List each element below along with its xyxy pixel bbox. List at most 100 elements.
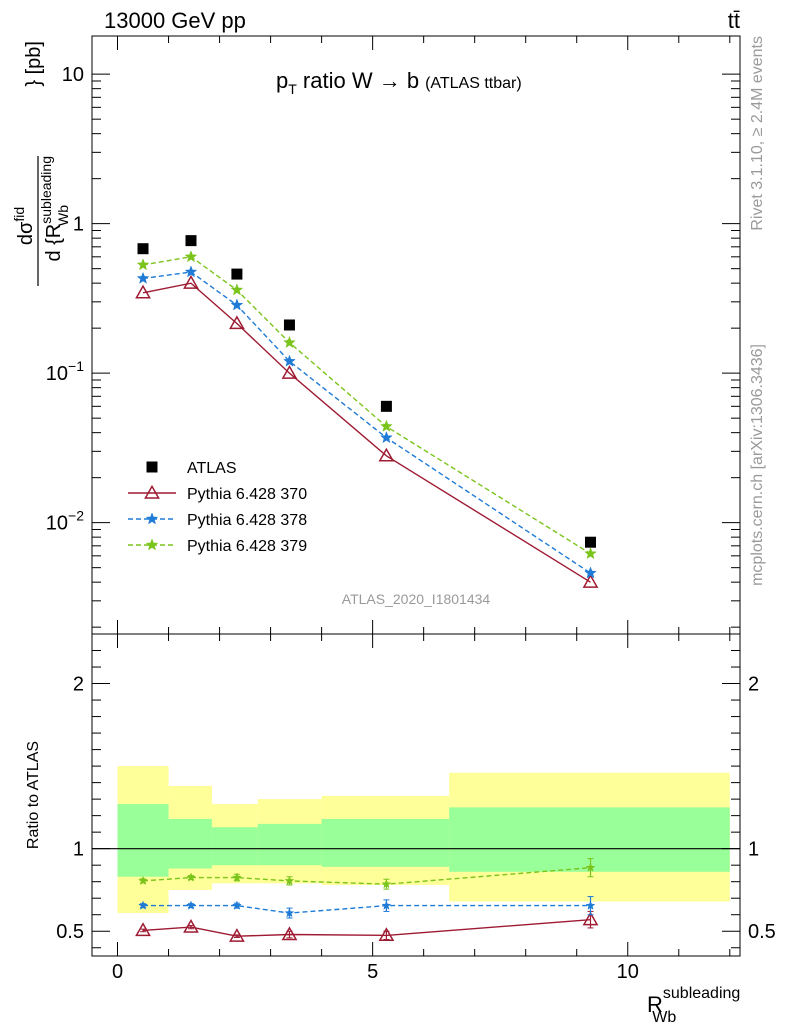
main-point — [230, 283, 244, 296]
ratio-series-1 — [138, 896, 596, 919]
ratio-point — [186, 900, 196, 910]
ratio-point — [281, 926, 298, 941]
ratio-point — [585, 900, 596, 910]
legend-marker — [145, 538, 159, 551]
analysis-id: ATLAS_2020_I1801434 — [342, 591, 491, 607]
ratio-y-tick-label: 2 — [73, 674, 84, 696]
ratio-series-0 — [135, 910, 599, 942]
main-point — [229, 315, 245, 330]
main-y-tick-label: 10 — [62, 64, 84, 86]
plot-title: pT ratio W → b (ATLAS ttbar) — [276, 68, 522, 97]
ratio-xlabel: Rsubleading Wb — [647, 985, 740, 1024]
ratio-point — [138, 900, 148, 910]
ratio-point — [381, 878, 392, 889]
ratio-panel: 0.5 0.5 1 1 2 2 0 5 10 Ratio to ATLAS Rsubleadin… — [25, 633, 776, 1024]
legend-label: Pythia 6.428 378 — [187, 512, 307, 529]
legend-marker — [144, 484, 160, 499]
ylabel-num-sup: fid — [11, 207, 27, 222]
ratio-series-line — [142, 919, 591, 937]
main-point — [283, 354, 296, 367]
main-point — [135, 284, 151, 299]
legend-marker — [146, 461, 158, 473]
ratio-y-tick-label: 1 — [73, 839, 84, 861]
main-point — [584, 546, 597, 560]
main-series-line — [142, 271, 591, 574]
energy-label: 13000 GeV pp — [104, 8, 246, 33]
ratio-point — [284, 875, 295, 886]
ylabel-den: d {R — [43, 224, 65, 262]
side-source-label: mcplots.cern.ch [arXiv:1306.3436] — [749, 344, 766, 586]
ratio-point — [378, 927, 395, 942]
process-label: tt̄ — [728, 8, 740, 33]
legend-label: Pythia 6.428 370 — [187, 486, 307, 503]
xlabel-sub: Wb — [652, 1009, 676, 1024]
svg-text:dσfid: dσfid — [11, 207, 37, 245]
ratio-point — [138, 875, 148, 886]
ratio-band-inner — [449, 807, 730, 872]
ratio-y-tick-label: 0.5 — [56, 921, 84, 943]
xlabel-sup: subleading — [663, 985, 740, 1002]
main-point — [184, 250, 198, 263]
ratio-x-tick-label: 10 — [617, 961, 639, 983]
ratio-point — [231, 872, 242, 882]
main-point — [136, 258, 150, 271]
main-series-0 — [137, 235, 597, 548]
plot-title-sub: T — [288, 81, 297, 97]
ratio-band-inner — [257, 823, 322, 866]
main-point — [281, 365, 298, 379]
ratio-point — [229, 928, 245, 942]
legend: ATLAS Pythia 6.428 370 Pythia 6.428 378 Pyt… — [128, 460, 307, 555]
main-series-line — [142, 282, 591, 583]
main-series-line — [142, 256, 591, 555]
main-point — [378, 447, 395, 462]
ratio-point — [585, 862, 596, 872]
ratio-series-line — [142, 867, 591, 885]
ylabel-den-sup: subleading — [38, 156, 54, 224]
main-point — [283, 335, 296, 349]
legend-entry: Pythia 6.428 378 — [128, 512, 307, 529]
ratio-point — [183, 918, 199, 933]
ratio-band-inner — [168, 818, 212, 869]
main-point — [136, 271, 150, 284]
main-series-1 — [135, 275, 599, 588]
ratio-series-line — [143, 904, 591, 914]
ylabel-unit: } [pb] — [23, 41, 45, 87]
legend-label: Pythia 6.428 379 — [187, 538, 307, 555]
ratio-y-tick-label-right: 1 — [748, 839, 759, 861]
main-point — [584, 566, 597, 579]
main-point — [585, 536, 597, 548]
main-point — [137, 243, 149, 255]
main-point — [380, 400, 392, 412]
ratio-point — [135, 922, 151, 937]
legend-entry: Pythia 6.428 379 — [128, 538, 307, 555]
ratio-band-inner — [117, 804, 169, 877]
ratio-series-2 — [138, 858, 596, 890]
plot-title-main: p — [276, 68, 288, 93]
main-point — [283, 319, 295, 331]
svg-text:d {RsubleadingWb: d {RsubleadingWb — [38, 156, 71, 262]
legend-entry: ATLAS — [146, 460, 237, 477]
ratio-panel-frame — [91, 633, 741, 957]
ratio-x-tick-label: 0 — [112, 961, 123, 983]
ratio-point — [381, 900, 392, 910]
legend-marker — [145, 512, 159, 525]
main-point — [184, 265, 198, 278]
main-point — [380, 431, 393, 444]
main-point — [380, 419, 393, 432]
main-point — [183, 275, 199, 289]
ratio-point — [231, 900, 242, 910]
ratio-point — [582, 911, 599, 926]
legend-entry: Pythia 6.428 370 — [128, 484, 307, 503]
main-y-tick-label: 1 — [73, 214, 84, 236]
ratio-y-tick-label-right: 2 — [748, 674, 759, 696]
main-point — [231, 268, 243, 280]
legend-label: ATLAS — [187, 460, 237, 477]
main-series-2 — [136, 265, 597, 579]
ylabel-num: dσ — [15, 221, 37, 245]
main-series-3 — [136, 250, 597, 560]
plot-title-rest: ratio W → b — [297, 68, 419, 93]
ratio-ylabel: Ratio to ATLAS — [25, 741, 42, 849]
ratio-point — [284, 907, 295, 918]
